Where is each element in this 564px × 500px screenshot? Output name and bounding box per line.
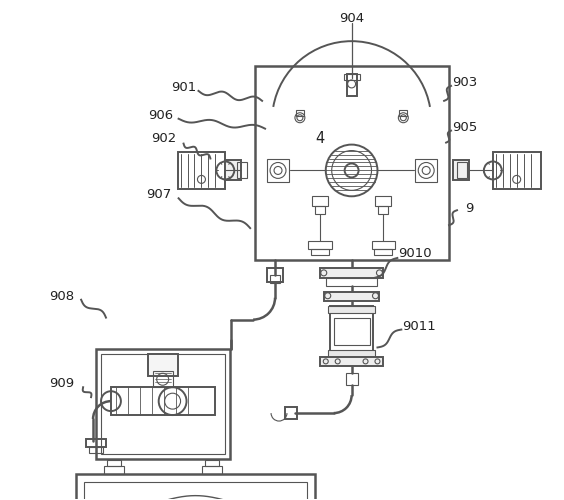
Text: 908: 908 bbox=[49, 290, 74, 303]
Text: 9011: 9011 bbox=[402, 320, 436, 333]
Bar bbox=[237, 162, 247, 178]
Bar bbox=[347, 74, 356, 96]
Bar bbox=[320, 268, 384, 278]
Bar bbox=[308, 241, 332, 249]
Bar bbox=[415, 158, 437, 182]
Bar bbox=[330, 306, 373, 358]
Bar bbox=[457, 162, 467, 178]
Bar bbox=[315, 206, 325, 214]
Text: 907: 907 bbox=[146, 188, 171, 201]
Text: 4: 4 bbox=[315, 131, 324, 146]
Bar bbox=[107, 460, 121, 466]
Bar bbox=[153, 372, 173, 387]
Bar bbox=[148, 354, 178, 376]
Bar bbox=[267, 268, 283, 282]
Bar bbox=[270, 275, 280, 283]
Bar bbox=[267, 158, 289, 182]
Bar bbox=[453, 160, 469, 180]
Bar bbox=[343, 74, 360, 80]
Bar bbox=[225, 160, 241, 180]
Bar bbox=[86, 439, 106, 447]
Bar bbox=[296, 110, 304, 116]
Bar bbox=[378, 206, 389, 214]
Text: 904: 904 bbox=[339, 12, 364, 25]
Bar bbox=[334, 318, 369, 345]
Bar bbox=[111, 387, 215, 415]
Bar bbox=[104, 466, 124, 474]
Bar bbox=[374, 249, 393, 255]
Bar bbox=[84, 482, 307, 500]
Bar bbox=[285, 407, 297, 419]
Text: 901: 901 bbox=[171, 82, 196, 94]
Bar bbox=[96, 350, 230, 459]
Bar bbox=[328, 306, 376, 312]
Bar bbox=[89, 447, 103, 453]
Bar bbox=[311, 249, 329, 255]
Bar bbox=[320, 358, 384, 366]
Bar bbox=[376, 196, 391, 206]
Bar bbox=[312, 196, 328, 206]
Bar bbox=[399, 110, 407, 116]
Bar bbox=[101, 354, 225, 454]
Bar bbox=[372, 241, 395, 249]
Bar bbox=[346, 374, 358, 385]
Bar bbox=[326, 278, 377, 286]
Bar bbox=[76, 474, 315, 500]
Bar bbox=[178, 152, 225, 190]
Bar bbox=[205, 460, 219, 466]
Bar bbox=[202, 466, 222, 474]
Text: 9: 9 bbox=[465, 202, 473, 214]
Bar bbox=[493, 152, 540, 190]
Text: 9010: 9010 bbox=[398, 248, 432, 260]
Text: 906: 906 bbox=[148, 110, 173, 122]
Text: 902: 902 bbox=[151, 132, 177, 145]
Bar bbox=[324, 292, 380, 300]
Text: 905: 905 bbox=[452, 121, 478, 134]
Bar bbox=[328, 350, 376, 358]
Bar bbox=[255, 66, 449, 260]
Text: 909: 909 bbox=[49, 377, 74, 390]
Text: 903: 903 bbox=[452, 76, 478, 90]
